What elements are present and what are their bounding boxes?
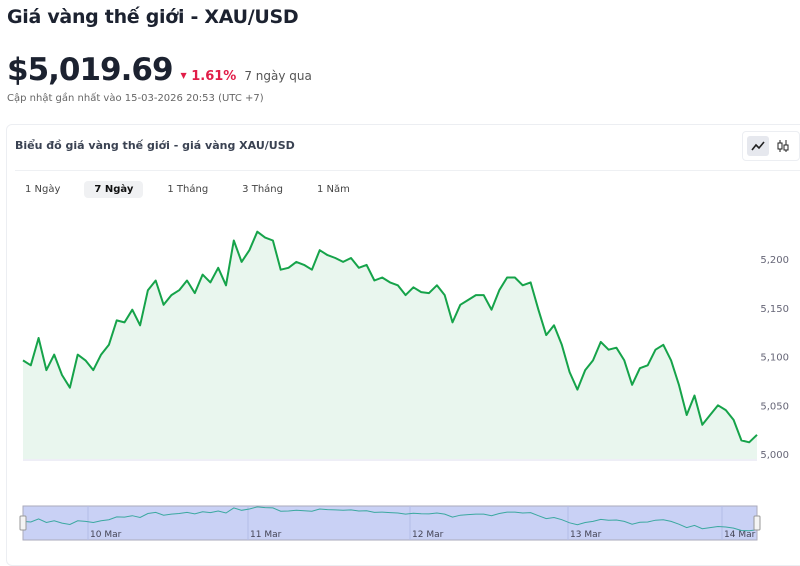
navigator-date-label: 11 Mar (250, 530, 282, 540)
chart-title: Biểu đồ giá vàng thế giới - giá vàng XAU… (15, 139, 295, 152)
price-change: ▼ 1.61% (181, 58, 237, 95)
price-row: $5,019.69 ▼ 1.61% 7 ngày qua (7, 52, 312, 95)
price-chart[interactable]: 5,000 5,050 5,100 5,150 5,200 10 Mar 11 Mar 12 … (0, 0, 800, 552)
price-area (23, 231, 757, 459)
navigator-line (22, 506, 758, 532)
last-updated: Cập nhật gần nhất vào 15-03-2026 20:53 (… (7, 93, 264, 104)
tab-1-month[interactable]: 1 Tháng (167, 184, 209, 195)
navigator-right-handle[interactable] (753, 515, 761, 531)
navigator-date-label: 12 Mar (412, 530, 444, 540)
y-tick-label: 5,050 (760, 401, 789, 412)
page-title: Giá vàng thế giới - XAU/USD (7, 6, 299, 28)
tab-7-days[interactable]: 7 Ngày (84, 181, 144, 198)
y-tick-label: 5,150 (760, 304, 789, 315)
range-tabs: 1 Ngày 7 Ngày 1 Tháng 3 Tháng 1 Năm (15, 181, 370, 198)
line-chart-icon[interactable] (747, 136, 769, 156)
y-tick-label: 5,100 (760, 353, 789, 364)
navigator-date-label: 14 Mar (724, 530, 756, 540)
price-line (22, 230, 758, 444)
change-percent: 1.61% (191, 69, 237, 84)
y-tick-label: 5,000 (760, 450, 789, 461)
navigator-date-label: 10 Mar (90, 530, 122, 540)
caret-down-icon: ▼ (180, 71, 187, 80)
tab-1-year[interactable]: 1 Năm (316, 184, 350, 195)
candlestick-icon[interactable] (772, 136, 794, 156)
y-tick-label: 5,200 (760, 255, 789, 266)
divider (15, 170, 800, 171)
tab-1-day[interactable]: 1 Ngày (25, 184, 61, 195)
navigator-date-label: 13 Mar (570, 530, 602, 540)
current-price: $5,019.69 (7, 52, 174, 88)
navigator (22, 505, 758, 541)
change-period: 7 ngày qua (244, 69, 312, 83)
chart-type-switch (742, 131, 800, 161)
navigator-left-handle[interactable] (19, 515, 27, 531)
tab-3-months[interactable]: 3 Tháng (242, 184, 283, 195)
